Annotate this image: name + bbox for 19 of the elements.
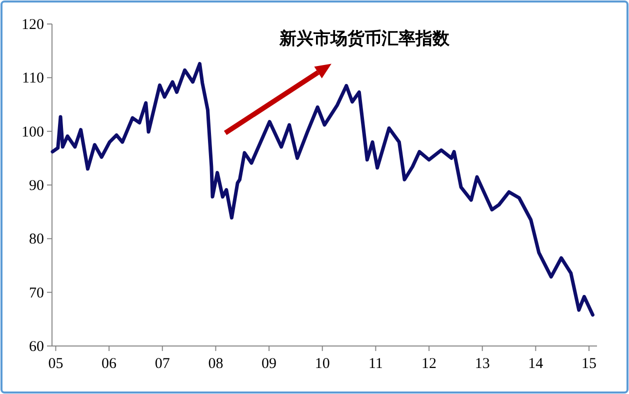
x-tick-label: 08: [208, 356, 224, 372]
x-tick-label: 05: [48, 356, 64, 372]
x-tick-label: 11: [368, 356, 383, 372]
x-tick-label: 07: [154, 356, 170, 372]
y-tick-label: 110: [22, 70, 44, 87]
y-tick-label: 90: [29, 178, 44, 194]
x-tick-label: 12: [422, 356, 437, 372]
y-tick-label: 120: [22, 17, 44, 33]
x-tick-label: 06: [102, 356, 118, 372]
y-tick-label: 70: [29, 285, 44, 302]
chart-title: 新兴市场货币汇率指数: [278, 29, 450, 49]
x-tick-label: 10: [314, 356, 330, 372]
x-tick-label: 15: [582, 356, 596, 372]
y-tick-label: 60: [29, 339, 44, 355]
x-tick-label: 14: [528, 356, 544, 372]
y-tick-label: 100: [22, 124, 44, 140]
y-tick-label: 80: [29, 232, 44, 248]
x-tick-label: 13: [474, 356, 490, 372]
x-tick-label: 09: [262, 356, 277, 372]
